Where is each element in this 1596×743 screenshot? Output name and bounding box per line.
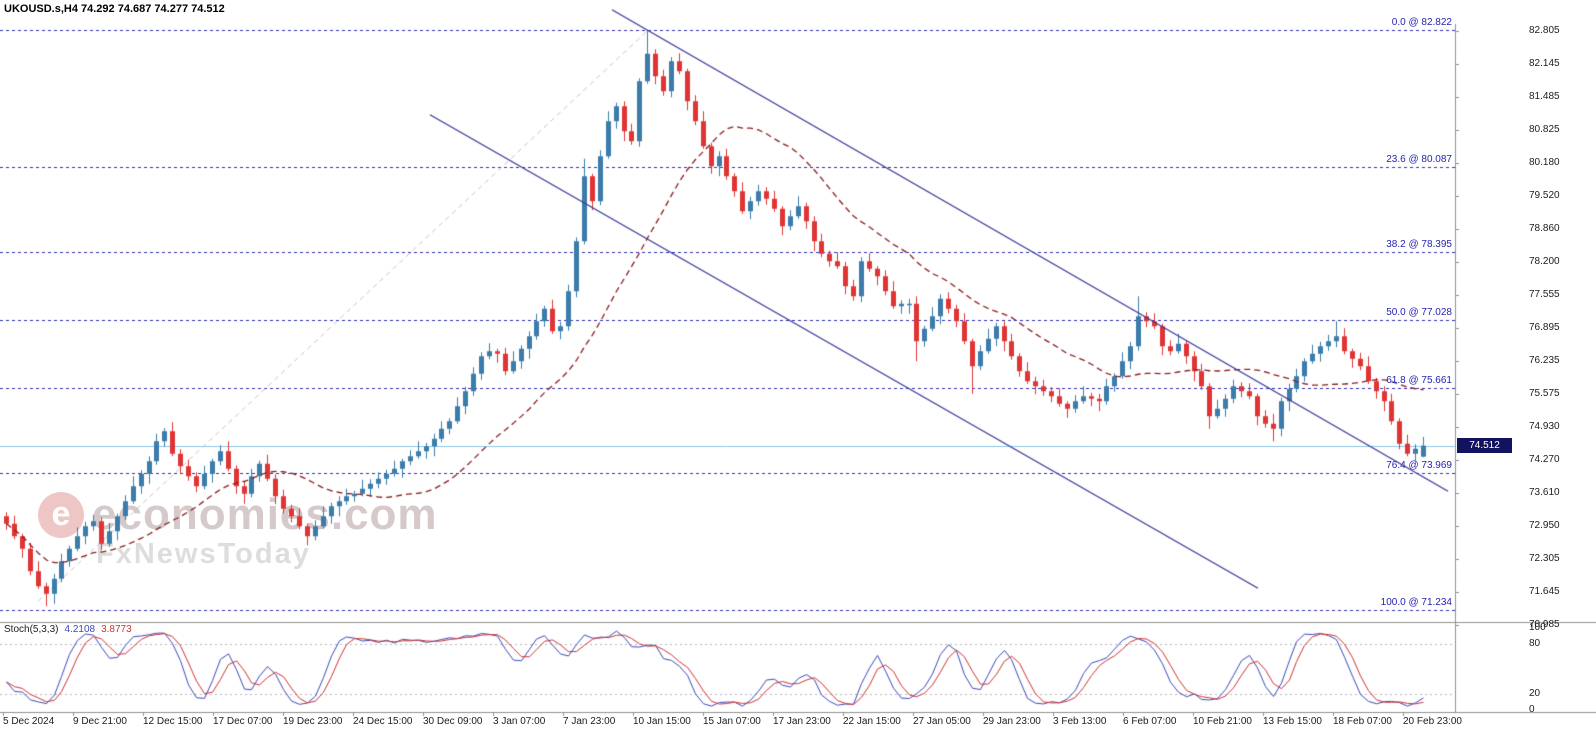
date-axis-label: 12 Dec 15:00 [143, 716, 203, 727]
stoch-scale-label: 0 [1529, 704, 1535, 715]
date-axis-label: 3 Jan 07:00 [493, 716, 546, 727]
price-axis-label: 74.270 [1529, 454, 1560, 465]
price-axis-label: 78.860 [1529, 223, 1560, 234]
price-axis-label: 70.985 [1529, 619, 1560, 630]
date-axis-label: 10 Feb 21:00 [1193, 716, 1252, 727]
stoch-scale-label: 80 [1529, 638, 1541, 650]
date-axis-label: 6 Feb 07:00 [1123, 716, 1177, 727]
date-axis-label: 19 Dec 23:00 [283, 716, 343, 727]
price-axis-label: 73.610 [1529, 487, 1560, 498]
date-axis-label: 18 Feb 07:00 [1333, 716, 1392, 727]
date-axis-label: 22 Jan 15:00 [843, 716, 901, 727]
current-price-value: 74.512 [1469, 440, 1500, 452]
stoch-scale-label: 100 [1529, 622, 1546, 633]
date-axis-label: 17 Jan 23:00 [773, 716, 831, 727]
price-axis-label: 80.825 [1529, 124, 1560, 135]
price-axis-label: 74.930 [1529, 421, 1560, 432]
date-axis-label: 17 Dec 07:00 [213, 716, 273, 727]
price-axis-label: 77.555 [1529, 289, 1560, 300]
price-axis-label: 72.305 [1529, 553, 1560, 564]
chart-title-ohlc: UKOUSD.s,H4 74.292 74.687 74.277 74.512 [4, 3, 225, 15]
date-axis-label: 29 Jan 23:00 [983, 716, 1041, 727]
date-axis-label: 20 Feb 23:00 [1403, 716, 1462, 727]
price-axis-label: 82.145 [1529, 58, 1560, 69]
date-axis-label: 27 Jan 05:00 [913, 716, 971, 727]
price-axis-label: 75.575 [1529, 388, 1560, 399]
price-axis-label: 78.200 [1529, 256, 1560, 267]
price-axis[interactable]: 74.512 82.805 82.145 81.485 80.825 80.180 79.… [1456, 24, 1596, 715]
price-axis-label: 76.235 [1529, 355, 1560, 366]
stoch-main-value: 4.2108 [64, 624, 96, 635]
date-axis-label: 30 Dec 09:00 [423, 716, 483, 727]
stoch-scale-label: 20 [1529, 687, 1541, 699]
price-axis-label: 79.520 [1529, 190, 1560, 201]
current-price-tag: 74.512 [1457, 438, 1512, 454]
stoch-label: Stoch(5,3,3) [4, 624, 59, 635]
date-axis-label: 24 Dec 15:00 [353, 716, 413, 727]
date-axis-label: 13 Feb 15:00 [1263, 716, 1322, 727]
stoch-signal-value: 3.8773 [101, 624, 132, 635]
price-axis-label: 71.645 [1529, 586, 1560, 597]
stochastic-indicator-header: Stoch(5,3,3) 4.2108 3.8773 [4, 624, 132, 635]
date-axis[interactable]: 5 Dec 2024 9 Dec 21:00 12 Dec 15:00 17 Dec … [0, 713, 1462, 743]
date-axis-label: 10 Jan 15:00 [633, 716, 691, 727]
price-axis-label: 76.895 [1529, 322, 1560, 333]
price-axis-label: 72.950 [1529, 520, 1560, 531]
price-axis-label: 82.805 [1529, 25, 1560, 36]
price-axis-label: 81.485 [1529, 91, 1560, 102]
date-axis-label: 9 Dec 21:00 [73, 716, 127, 727]
date-axis-label: 3 Feb 13:00 [1053, 716, 1107, 727]
date-axis-label: 5 Dec 2024 [3, 716, 55, 727]
price-axis-label: 80.180 [1529, 157, 1560, 168]
date-axis-label: 15 Jan 07:00 [703, 716, 761, 727]
date-axis-label: 7 Jan 23:00 [563, 716, 616, 727]
